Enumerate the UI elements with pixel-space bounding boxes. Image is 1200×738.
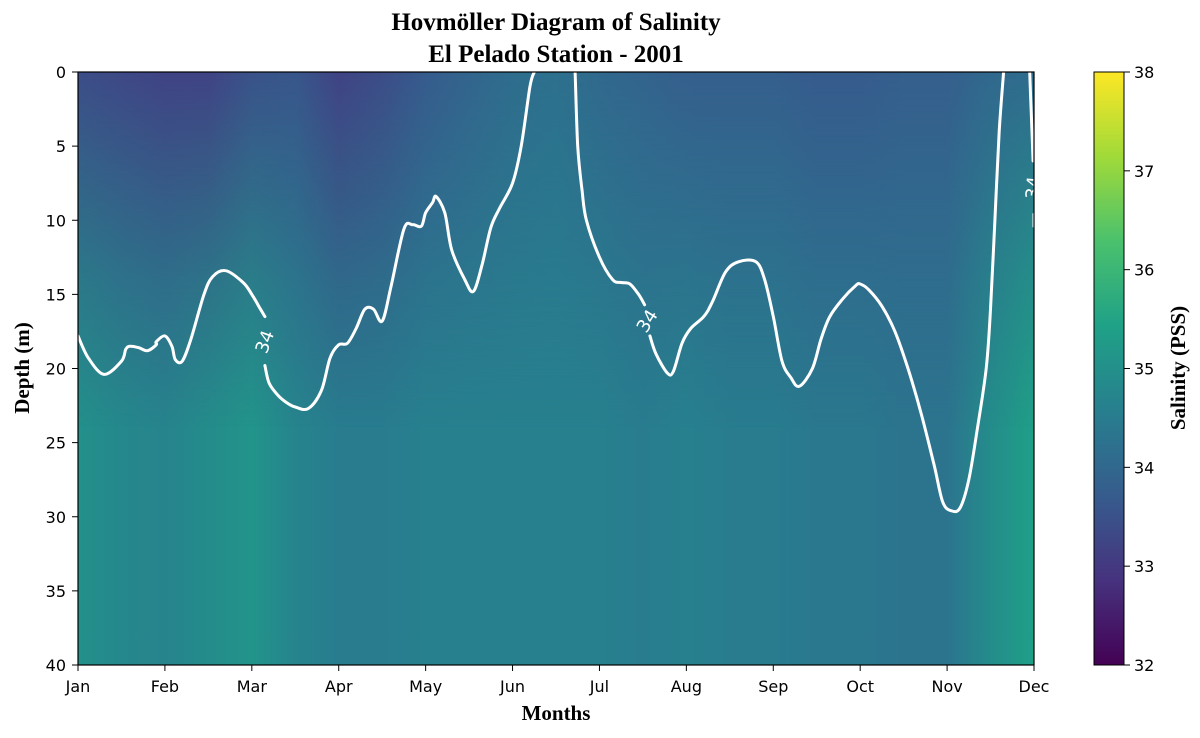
heatmap-surface-layer <box>78 72 1034 665</box>
x-tick-label: May <box>409 677 442 696</box>
x-tick-label: Mar <box>237 677 268 696</box>
x-tick-label: Jul <box>589 677 609 696</box>
colorbar-tick-label: 34 <box>1134 458 1154 477</box>
contour-line <box>1028 72 1034 163</box>
y-tick-label: 25 <box>46 434 66 453</box>
y-tick-label: 0 <box>56 63 66 82</box>
x-tick-label: Apr <box>325 677 353 696</box>
y-tick-label: 15 <box>46 285 66 304</box>
y-axis: 0 5 10 15 20 25 30 35 40 <box>46 63 78 675</box>
y-tick-label: 40 <box>46 656 66 675</box>
colorbar <box>1093 71 1125 666</box>
colorbar-tick-label: 32 <box>1134 656 1154 675</box>
colorbar-tick-label: 38 <box>1134 63 1154 82</box>
x-tick-label: Jan <box>65 677 91 696</box>
x-tick-label: Aug <box>671 677 702 696</box>
colorbar-tick-label: 33 <box>1134 557 1154 576</box>
x-tick-label: Sep <box>758 677 788 696</box>
chart-subtitle: El Pelado Station - 2001 <box>428 41 684 68</box>
x-tick-label: Jun <box>499 677 525 696</box>
contour-label: 34 <box>1022 175 1045 200</box>
colorbar-label: Salinity (PSS) <box>1166 306 1190 430</box>
colorbar-tick-label: 36 <box>1134 261 1154 280</box>
y-tick-label: 35 <box>46 582 66 601</box>
y-tick-label: 10 <box>46 211 66 230</box>
contour-line <box>78 269 267 376</box>
y-tick-label: 5 <box>56 137 66 156</box>
y-axis-label: Depth (m) <box>10 322 34 414</box>
contour-line <box>573 72 647 307</box>
colorbar-tick-label: 35 <box>1134 360 1154 379</box>
contour-line <box>648 72 1006 514</box>
x-tick-label: Feb <box>151 677 179 696</box>
x-axis-label: Months <box>522 701 591 725</box>
y-tick-label: 20 <box>46 360 66 379</box>
contour-line <box>263 72 536 412</box>
x-tick-label: Oct <box>846 677 874 696</box>
colorbar-tick-label: 37 <box>1134 162 1154 181</box>
chart-title: Hovmöller Diagram of Salinity <box>391 9 721 36</box>
y-tick-label: 30 <box>46 508 66 527</box>
x-tick-label: Dec <box>1019 677 1050 696</box>
x-tick-label: Nov <box>931 677 962 696</box>
colorbar-ticks: 32 33 34 35 36 37 38 <box>1124 63 1154 675</box>
x-axis: Jan Feb Mar Apr May Jun Jul Aug Sep Oct Nov Dec <box>65 665 1050 696</box>
